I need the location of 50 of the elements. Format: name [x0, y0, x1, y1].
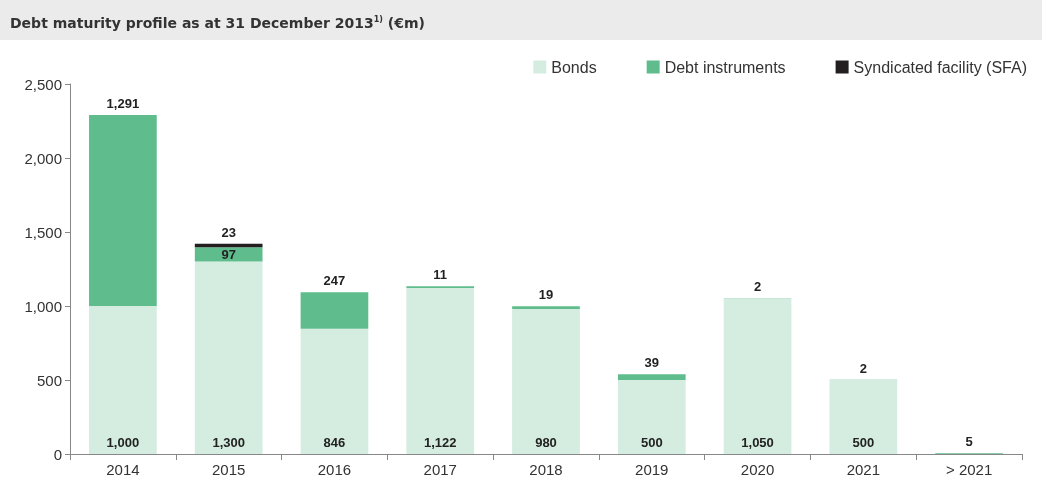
x-tick-label: 2018 [529, 461, 563, 478]
data-label: 19 [538, 287, 554, 303]
data-label: 247 [323, 273, 346, 289]
bar [829, 380, 898, 454]
data-label: 2 [753, 279, 762, 295]
x-tick-label: 2015 [211, 461, 246, 478]
chart-title: Debt maturity profile as at 31 December 2013$^{1)}$ (€m) [0, 0, 1042, 40]
legend-label: Syndicated facility (SFA) [853, 58, 1028, 76]
bar [89, 306, 157, 454]
data-label: 1,050 [741, 435, 774, 450]
x-tick-label: 2021 [846, 461, 881, 478]
bar [194, 261, 263, 454]
data-label: 500 [852, 435, 875, 450]
bar [617, 380, 686, 454]
bar [512, 306, 580, 309]
y-tick-label: 1,000 [24, 297, 62, 315]
data-label: 980 [535, 435, 557, 450]
data-label: 2 [859, 360, 867, 376]
data-label: 500 [640, 435, 663, 450]
x-tick-label: 2016 [317, 461, 352, 478]
y-tick-label: 2,500 [24, 75, 62, 93]
y-tick-label: 1,500 [24, 223, 62, 241]
bar [194, 247, 263, 262]
bar [89, 114, 157, 306]
data-label: 846 [323, 435, 346, 450]
bar [512, 308, 580, 454]
bar [406, 287, 475, 454]
y-tick-label: 0 [53, 445, 62, 463]
data-label: 1,300 [212, 435, 245, 450]
data-label: 11 [433, 267, 448, 283]
bar [300, 328, 369, 454]
data-label: 5 [965, 434, 973, 450]
data-label: 39 [644, 355, 660, 371]
x-tick-label: 2019 [635, 461, 669, 478]
legend-label: Debt instruments [664, 58, 786, 76]
x-tick-label: 2017 [423, 461, 457, 478]
data-label: 1,122 [423, 435, 457, 450]
x-tick-label: 2020 [740, 461, 775, 478]
bar [617, 374, 686, 380]
bar [723, 298, 792, 454]
data-label: 1,000 [106, 435, 140, 450]
y-tick-label: 2,000 [24, 149, 62, 167]
data-label: 97 [221, 246, 236, 262]
data-label: 23 [221, 224, 236, 240]
bar [300, 292, 369, 329]
data-label: 1,291 [106, 95, 140, 111]
legend-label: Bonds [551, 58, 597, 76]
x-tick-label: > 2021 [945, 461, 993, 478]
y-tick-label: 500 [36, 371, 62, 389]
x-tick-label: 2014 [106, 461, 140, 478]
